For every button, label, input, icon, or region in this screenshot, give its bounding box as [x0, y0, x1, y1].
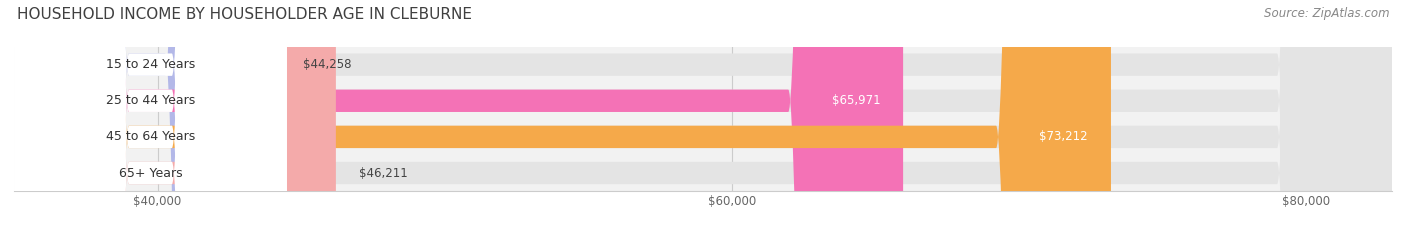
Text: $46,211: $46,211 — [359, 167, 408, 179]
FancyBboxPatch shape — [14, 0, 280, 233]
Text: 65+ Years: 65+ Years — [118, 167, 183, 179]
Text: 45 to 64 Years: 45 to 64 Years — [105, 130, 195, 143]
FancyBboxPatch shape — [14, 0, 1392, 233]
FancyBboxPatch shape — [14, 0, 287, 233]
FancyBboxPatch shape — [14, 0, 1392, 233]
Text: $65,971: $65,971 — [831, 94, 880, 107]
Text: $44,258: $44,258 — [302, 58, 352, 71]
Text: 15 to 24 Years: 15 to 24 Years — [105, 58, 195, 71]
FancyBboxPatch shape — [14, 0, 1392, 233]
FancyBboxPatch shape — [14, 0, 287, 233]
FancyBboxPatch shape — [14, 0, 336, 233]
Text: $73,212: $73,212 — [1039, 130, 1088, 143]
FancyBboxPatch shape — [14, 0, 903, 233]
FancyBboxPatch shape — [14, 0, 287, 233]
FancyBboxPatch shape — [14, 0, 1111, 233]
FancyBboxPatch shape — [14, 0, 287, 233]
Text: HOUSEHOLD INCOME BY HOUSEHOLDER AGE IN CLEBURNE: HOUSEHOLD INCOME BY HOUSEHOLDER AGE IN C… — [17, 7, 472, 22]
FancyBboxPatch shape — [14, 0, 1392, 233]
Text: 25 to 44 Years: 25 to 44 Years — [105, 94, 195, 107]
Text: Source: ZipAtlas.com: Source: ZipAtlas.com — [1264, 7, 1389, 20]
